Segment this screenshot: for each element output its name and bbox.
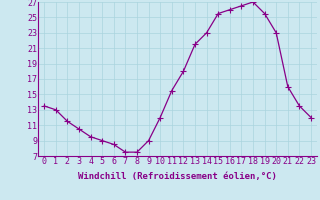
X-axis label: Windchill (Refroidissement éolien,°C): Windchill (Refroidissement éolien,°C) bbox=[78, 172, 277, 181]
